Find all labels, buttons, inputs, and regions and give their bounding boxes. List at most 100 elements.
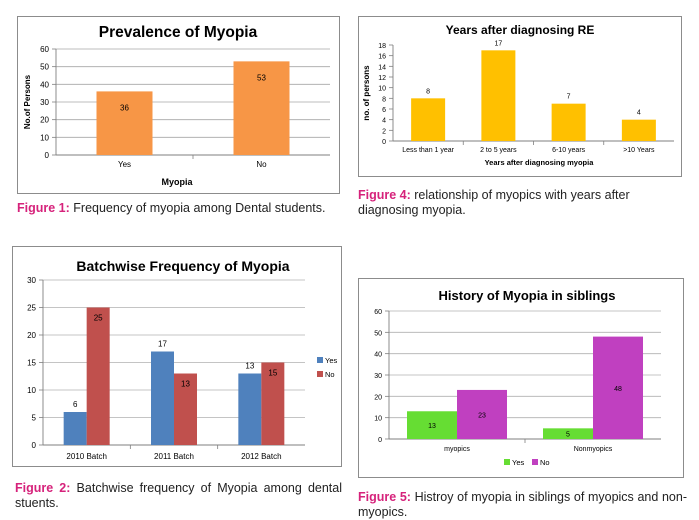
caption-2-label: Figure 2: xyxy=(15,481,71,495)
y-tick-label: 30 xyxy=(40,98,49,107)
bar-yes xyxy=(543,428,593,439)
bar-no xyxy=(86,307,110,445)
bar-no xyxy=(457,389,507,439)
x-category-label: >10 Years xyxy=(623,147,655,154)
caption-1-text: Frequency of myopia among Dental student… xyxy=(69,201,326,215)
y-tick-label: 16 xyxy=(378,54,386,61)
y-tick-label: 8 xyxy=(382,96,386,103)
data-label: 7 xyxy=(567,94,571,101)
chart-2-frame: Batchwise Frequency of Myopia 0 5 10 15 20 25 3… xyxy=(12,246,342,467)
chart-1-frame: Prevalence of Myopia 0 10 20 30 40 50 60 Yes 36 No… xyxy=(17,16,340,194)
caption-4-label: Figure 4: xyxy=(358,188,411,202)
caption-5-label: Figure 5: xyxy=(358,490,411,504)
bar xyxy=(411,98,446,141)
caption-4-text: relationship of myopics with years after… xyxy=(358,188,630,217)
caption-figure-4: Figure 4: relationship of myopics with y… xyxy=(358,188,690,218)
y-tick-label: 50 xyxy=(40,63,49,72)
data-label: 36 xyxy=(120,103,129,112)
x-category-label: Yes xyxy=(118,160,131,169)
y-tick-label: 60 xyxy=(40,45,49,54)
y-tick-label: 6 xyxy=(382,107,386,114)
data-label: 5 xyxy=(566,431,570,438)
x-category-label: 2011 Batch xyxy=(154,452,194,461)
y-tick-label: 14 xyxy=(378,64,386,71)
y-tick-label: 18 xyxy=(378,43,386,50)
x-axis-title: Years after diagnosing myopia xyxy=(485,158,595,167)
caption-figure-5: Figure 5: Histroy of myopia in siblings … xyxy=(358,490,687,520)
y-tick-label: 10 xyxy=(40,133,49,142)
legend-label-no: No xyxy=(540,458,550,467)
y-tick-label: 20 xyxy=(374,394,382,401)
y-tick-label: 4 xyxy=(382,118,386,125)
y-tick-label: 0 xyxy=(378,437,382,444)
y-tick-label: 60 xyxy=(374,309,382,316)
x-category-label: 2010 Batch xyxy=(66,452,106,461)
y-axis-title: No.of Persons xyxy=(23,74,32,129)
bar-yes xyxy=(151,351,174,445)
chart-title: Batchwise Frequency of Myopia xyxy=(76,258,289,274)
x-category-label: 6-10 years xyxy=(552,147,586,154)
y-tick-label: 15 xyxy=(27,359,36,368)
y-tick-label: 40 xyxy=(40,80,49,89)
chart-5-frame: History of Myopia in siblings 0 10 20 30 40 50… xyxy=(358,278,684,478)
legend-label-yes: Yes xyxy=(512,458,524,467)
bar-yes xyxy=(238,373,262,445)
y-tick-label: 40 xyxy=(374,352,382,359)
x-category-label: 2 to 5 years xyxy=(480,147,517,154)
bar xyxy=(96,91,153,155)
data-label: 6 xyxy=(73,400,78,409)
bar xyxy=(621,119,656,141)
data-label: 25 xyxy=(94,314,103,323)
y-tick-label: 0 xyxy=(382,139,386,146)
chart-1-svg: Prevalence of Myopia 0 10 20 30 40 50 60 Yes 36 No… xyxy=(23,24,330,187)
y-tick-label: 50 xyxy=(374,330,382,337)
legend-swatch-yes xyxy=(504,459,510,465)
bar-yes xyxy=(407,411,457,439)
data-label: 4 xyxy=(637,110,641,117)
y-tick-label: 10 xyxy=(374,416,382,423)
caption-5-text: Histroy of myopia in siblings of myopics… xyxy=(358,490,687,519)
data-label: 13 xyxy=(181,380,190,389)
chart-title: History of Myopia in siblings xyxy=(439,288,616,303)
x-category-label: No xyxy=(256,160,267,169)
legend-swatch-yes xyxy=(317,357,323,363)
data-label: 17 xyxy=(494,40,502,47)
data-label: 13 xyxy=(428,423,436,430)
data-label: 15 xyxy=(268,369,277,378)
legend-label-yes: Yes xyxy=(325,356,337,365)
data-label: 13 xyxy=(245,362,254,371)
y-tick-label: 20 xyxy=(27,331,36,340)
data-label: 8 xyxy=(426,88,430,95)
legend-swatch-no xyxy=(317,371,323,377)
bar xyxy=(551,103,586,141)
y-tick-label: 30 xyxy=(27,276,36,285)
y-tick-label: 0 xyxy=(45,151,50,160)
bar xyxy=(233,61,290,155)
y-tick-label: 20 xyxy=(40,116,49,125)
bar-yes xyxy=(63,412,87,445)
data-label: 53 xyxy=(257,73,266,82)
y-axis-title: no. of persons xyxy=(362,65,371,121)
y-tick-label: 12 xyxy=(378,75,386,82)
chart-2-svg: Batchwise Frequency of Myopia 0 5 10 15 20 25 3… xyxy=(27,258,337,461)
y-tick-label: 5 xyxy=(32,414,37,423)
caption-figure-2: Figure 2: Batchwise frequency of Myopia … xyxy=(15,481,342,511)
chart-5-svg: History of Myopia in siblings 0 10 20 30 40 50… xyxy=(374,288,661,467)
y-tick-label: 2 xyxy=(382,128,386,135)
chart-4-frame: Years after diagnosing RE 0 2 4 6 8 10 12 14 16 18… xyxy=(358,16,682,177)
chart-title: Years after diagnosing RE xyxy=(446,23,595,37)
y-tick-label: 10 xyxy=(27,386,36,395)
data-label: 23 xyxy=(478,412,486,419)
x-axis-title: Myopia xyxy=(161,177,193,187)
y-tick-label: 0 xyxy=(32,441,37,450)
bar-no xyxy=(593,336,643,439)
y-tick-label: 10 xyxy=(378,86,386,93)
chart-4-svg: Years after diagnosing RE 0 2 4 6 8 10 12 14 16 18… xyxy=(362,23,674,167)
x-category-label: 2012 Batch xyxy=(241,452,281,461)
x-category-label: Less than 1 year xyxy=(402,147,454,154)
bar-no xyxy=(174,373,197,445)
data-label: 48 xyxy=(614,386,622,393)
legend-swatch-no xyxy=(532,459,538,465)
data-label: 17 xyxy=(158,340,167,349)
y-tick-label: 25 xyxy=(27,304,36,313)
